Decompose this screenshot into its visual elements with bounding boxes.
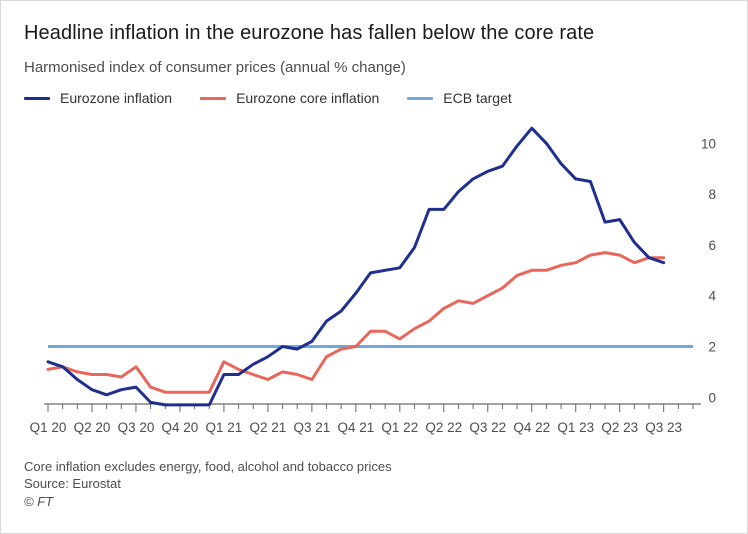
y-tick-label: 0 xyxy=(708,390,716,405)
x-tick-label: Q4 22 xyxy=(513,420,550,435)
legend-label-core-inflation: Eurozone core inflation xyxy=(236,90,380,106)
legend-swatch-ecb-target xyxy=(407,96,434,100)
footnote: Core inflation excludes energy, food, al… xyxy=(24,459,392,474)
chart-subtitle: Harmonised index of consumer prices (ann… xyxy=(24,59,406,76)
x-tick-label: Q1 23 xyxy=(557,420,594,435)
chart-legend: Eurozone inflation Eurozone core inflati… xyxy=(24,90,512,106)
y-tick-label: 8 xyxy=(708,187,716,202)
legend-label-eurozone-inflation: Eurozone inflation xyxy=(60,90,173,106)
x-tick-label: Q1 22 xyxy=(381,420,418,435)
legend-item-ecb-target: ECB target xyxy=(407,90,512,106)
x-tick-label: Q2 21 xyxy=(249,420,286,435)
legend-item-core-inflation: Eurozone core inflation xyxy=(200,90,379,106)
legend-label-ecb-target: ECB target xyxy=(443,90,512,106)
y-tick-label: 6 xyxy=(708,238,716,253)
x-tick-label: Q2 20 xyxy=(74,420,111,435)
y-tick-label: 10 xyxy=(701,136,716,151)
legend-item-eurozone-inflation: Eurozone inflation xyxy=(24,90,172,106)
y-tick-label: 2 xyxy=(708,340,716,355)
series-line-eurozone-inflation xyxy=(46,126,666,407)
x-tick-label: Q3 21 xyxy=(293,420,330,435)
source-note: Source: Eurostat xyxy=(24,476,121,491)
x-tick-label: Q3 23 xyxy=(645,420,682,435)
x-tick-label: Q3 20 xyxy=(118,420,155,435)
x-tick-label: Q1 21 xyxy=(206,420,243,435)
x-tick-label: Q4 20 xyxy=(162,420,199,435)
legend-swatch-core-inflation xyxy=(200,96,227,100)
ft-credit: © FT xyxy=(24,494,54,509)
legend-swatch-eurozone-inflation xyxy=(24,96,50,100)
chart-title: Headline inflation in the eurozone has f… xyxy=(24,22,595,44)
x-tick-label: Q2 22 xyxy=(425,420,462,435)
y-tick-label: 4 xyxy=(708,289,716,304)
series-line-core-inflation xyxy=(46,251,666,394)
x-tick-label: Q2 23 xyxy=(601,420,638,435)
x-tick-label: Q1 20 xyxy=(30,420,67,435)
x-tick-label: Q4 21 xyxy=(337,420,374,435)
x-tick-label: Q3 22 xyxy=(469,420,506,435)
